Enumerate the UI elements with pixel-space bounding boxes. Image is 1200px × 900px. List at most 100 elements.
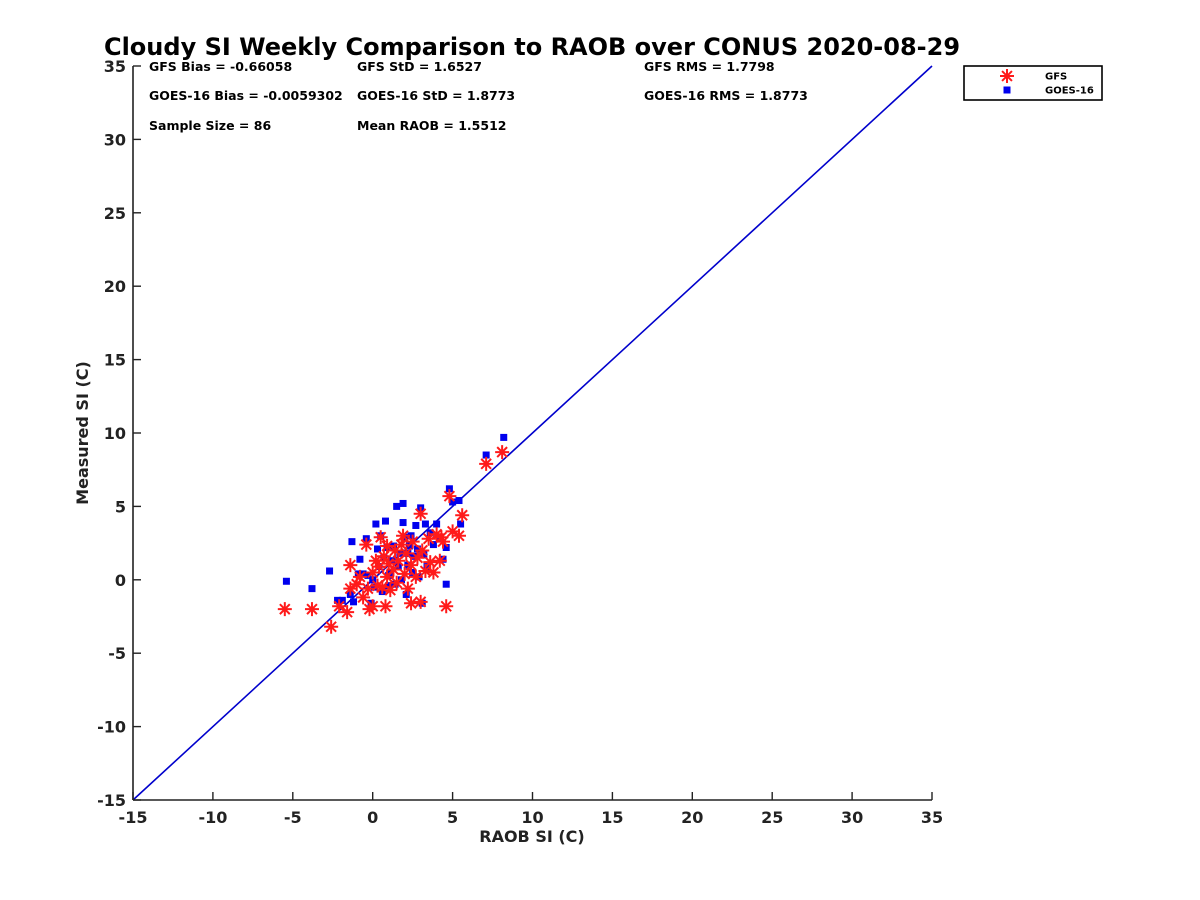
gfs-point [389,575,404,590]
gfs-point [405,534,420,549]
gfs-point [436,534,451,549]
gfs-point-shape [405,534,420,549]
y-axis-label: Measured SI (C) [73,361,92,505]
gfs-point-shape [368,553,383,568]
gfs-point-shape [432,553,447,568]
goes16-point [500,433,508,441]
gfs-point [404,558,419,573]
gfs-point-shape [415,543,430,558]
goes16-point [442,544,450,552]
gfs-point [372,559,387,574]
gfs-point [479,456,494,471]
stat-annotation: GOES-16 Bias = -0.0059302 [149,88,343,103]
gfs-point-shape [495,445,510,460]
y-tick-label: -10 [97,718,126,737]
gfs-point [304,602,319,617]
gfs-point-shape [388,543,403,558]
goes16-point [445,485,453,493]
goes16-point [433,520,441,528]
gfs-point-shape [413,594,428,609]
gfs-point-shape [324,619,339,634]
gfs-point [370,578,385,593]
chart-title: Cloudy SI Weekly Comparison to RAOB over… [104,33,960,61]
gfs-point-shape [343,581,358,596]
gfs-point [376,549,391,564]
gfs-point [343,558,358,573]
goes16-point [385,582,393,590]
y-tick-label: 35 [104,57,126,76]
legend-goes16-marker [1003,86,1011,94]
data-points-layer [277,433,510,634]
gfs-point [368,553,383,568]
gfs-point [455,508,470,523]
gfs-point-shape [360,581,375,596]
gfs-point-shape [451,528,466,543]
gfs-point-shape [429,527,444,542]
y-tick-label: 5 [115,497,126,516]
reference-line-layer [132,65,933,801]
stat-annotation: GFS Bias = -0.66058 [149,59,292,74]
y-tick-label: 30 [104,130,126,149]
gfs-point [413,594,428,609]
gfs-point [399,546,414,561]
gfs-point [397,566,412,581]
goes16-point [421,520,429,528]
gfs-point-shape [378,599,393,614]
goes16-point [449,498,457,506]
x-tick-label: 20 [681,808,703,827]
goes16-point [338,596,346,604]
stat-annotation: GFS RMS = 1.7798 [644,59,775,74]
gfs-point-shape [436,534,451,549]
gfs-point-shape [277,602,292,617]
gfs-point [380,569,395,584]
y-tick-label: 10 [104,424,126,443]
goes16-point [350,598,358,606]
gfs-point [365,599,380,614]
gfs-point [429,527,444,542]
legend-entries: GFS GOES-16 [1000,69,1094,97]
stat-annotation: GFS StD = 1.6527 [357,59,482,74]
stat-annotation: GOES-16 RMS = 1.8773 [644,88,808,103]
gfs-point [418,563,433,578]
gfs-point-shape [376,549,391,564]
axes: -15 -10 -5 0 5 10 15 20 25 30 35 -15 -10 -5 0 5 10 15 20 25… [97,57,943,827]
series-gfs [277,445,510,634]
stats-annotations: GFS Bias = -0.66058 GFS StD = 1.6527 GFS R… [149,59,808,133]
goes16-point [399,519,407,527]
gfs-point-shape [455,508,470,523]
goes16-point [412,521,420,529]
gfs-point [349,577,364,592]
gfs-point [439,599,454,614]
stat-annotation: Sample Size = 86 [149,118,271,133]
gfs-point [388,543,403,558]
goes16-point [399,499,407,507]
goes16-point [381,517,389,525]
gfs-point-shape [389,575,404,590]
goes16-point [482,451,490,459]
goes16-point [356,555,364,563]
x-tick-label: -5 [284,808,302,827]
gfs-point-shape [340,605,355,620]
legend: GFS GOES-16 [963,65,1103,101]
gfs-point [277,602,292,617]
gfs-point-shape [421,531,436,546]
gfs-point-shape [380,569,395,584]
gfs-point-shape [423,555,438,570]
gfs-point-shape [383,583,398,598]
gfs-point-shape [359,537,374,552]
y-tick-label: 25 [104,204,126,223]
y-tick-label: -5 [108,644,126,663]
gfs-point [383,583,398,598]
gfs-point [340,605,355,620]
one-to-one-line [132,65,933,801]
gfs-point [381,556,396,571]
goes16-point [369,576,377,584]
x-tick-label: -15 [119,808,148,827]
gfs-point [373,530,388,545]
gfs-point [495,445,510,460]
legend-label: GFS [1045,72,1067,83]
goes16-point [334,596,342,604]
goes16-point [282,577,290,585]
legend-gfs-marker [1000,69,1014,83]
x-tick-label: 30 [841,808,863,827]
